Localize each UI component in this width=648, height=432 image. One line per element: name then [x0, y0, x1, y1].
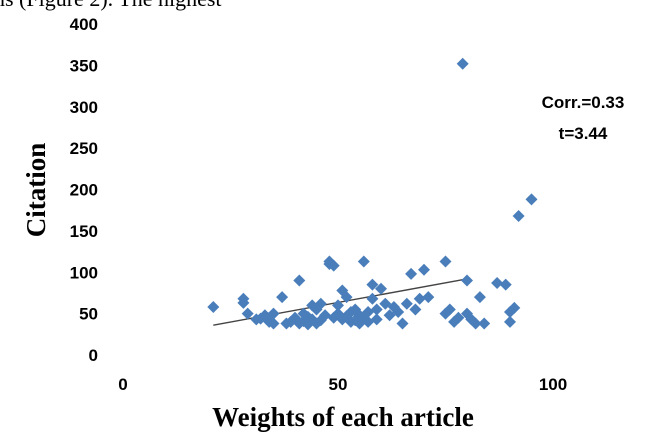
data-point — [340, 291, 353, 304]
data-point — [413, 292, 426, 305]
x-tick-label: 100 — [539, 375, 567, 394]
y-tick-label: 100 — [70, 263, 98, 282]
x-tick-label: 50 — [329, 375, 348, 394]
data-point — [422, 291, 435, 304]
y-axis-title: Citation — [21, 143, 51, 238]
x-axis-title: Weights of each article — [212, 402, 474, 432]
data-point — [491, 277, 504, 290]
data-point — [409, 303, 422, 316]
data-point — [370, 313, 383, 326]
data-point — [525, 193, 538, 206]
data-point — [456, 57, 469, 70]
data-point — [396, 317, 409, 330]
y-tick-label: 200 — [70, 181, 98, 200]
y-tick-label: 400 — [70, 15, 98, 34]
data-point — [357, 255, 370, 268]
data-point — [469, 317, 482, 330]
data-point — [478, 317, 491, 330]
y-tick-label: 300 — [70, 98, 98, 117]
t-statistic-annotation: t=3.44 — [559, 124, 608, 143]
data-point — [366, 278, 379, 291]
data-point — [332, 299, 344, 312]
caption-fragment: ns (Figure 2). The highest — [0, 0, 222, 11]
data-point — [293, 274, 306, 287]
data-point — [314, 297, 327, 310]
data-point — [400, 297, 413, 310]
data-point — [499, 278, 512, 291]
data-point — [207, 301, 220, 314]
data-point — [267, 307, 280, 320]
data-point — [370, 303, 383, 316]
data-point — [508, 301, 521, 314]
data-point — [362, 315, 375, 328]
data-point — [452, 311, 465, 324]
data-point — [276, 291, 289, 304]
y-tick-label: 150 — [70, 222, 98, 241]
data-point — [512, 209, 525, 222]
y-tick-label: 50 — [79, 305, 98, 324]
data-point — [461, 274, 473, 287]
data-point — [392, 305, 405, 318]
data-point — [362, 305, 375, 318]
data-point — [319, 309, 332, 322]
x-tick-label: 0 — [118, 375, 127, 394]
data-point — [443, 303, 456, 316]
correlation-annotation: Corr.=0.33 — [542, 93, 625, 112]
data-point — [267, 317, 280, 330]
y-tick-label: 350 — [70, 56, 98, 75]
data-point — [366, 292, 379, 305]
x-axis: 0 50 100 — [118, 375, 567, 394]
data-point — [375, 282, 387, 295]
data-point — [439, 255, 452, 268]
data-point — [504, 315, 516, 328]
data-point — [327, 259, 340, 272]
y-tick-label: 250 — [70, 139, 98, 158]
data-point — [473, 291, 486, 304]
data-point — [237, 292, 250, 305]
y-axis: 0 50 100 150 200 250 300 350 400 — [70, 15, 98, 365]
data-point — [241, 307, 254, 320]
y-tick-label: 0 — [89, 346, 98, 365]
data-points — [207, 57, 538, 331]
data-point — [418, 263, 430, 276]
data-point — [405, 267, 418, 280]
